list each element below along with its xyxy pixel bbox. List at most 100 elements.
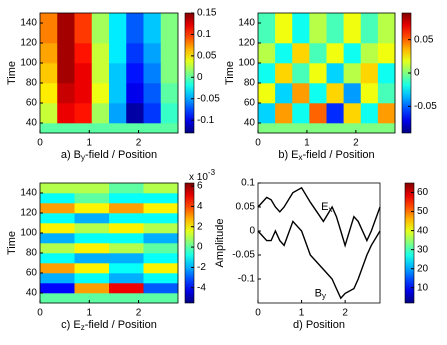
plot-frame <box>257 12 396 134</box>
heat-cell <box>40 293 75 304</box>
y-tick-label: 140 <box>20 18 37 29</box>
heat-cell <box>143 213 179 224</box>
colorbar-tick-label: 0.05 <box>197 50 217 61</box>
colorbar-tick-label: 0 <box>414 68 420 79</box>
heat-cell <box>74 223 110 234</box>
label-part: b) E <box>278 149 298 161</box>
y-tick-label: 0 <box>249 226 255 237</box>
label-part: c) E <box>61 319 81 331</box>
heat-cell <box>40 183 75 194</box>
heat-cell <box>360 63 379 84</box>
y-tick-label: 0.05 <box>236 202 256 213</box>
colorbar <box>404 182 415 304</box>
heat-cell <box>143 293 179 304</box>
y-tick-label: 140 <box>20 188 37 199</box>
colorbar-tick-label: 2 <box>197 221 203 232</box>
heat-cell <box>326 63 344 84</box>
heat-cell <box>74 263 110 274</box>
heat-cell <box>126 83 144 104</box>
y-axis-label: Time <box>224 61 236 85</box>
heat-cell <box>109 83 127 104</box>
heat-cell <box>109 43 127 64</box>
heat-cell <box>377 83 396 104</box>
label: b) Ex-field / Position <box>278 149 374 162</box>
colorbar-tick-label: 0.1 <box>197 29 211 40</box>
heat-cell <box>109 283 144 294</box>
heat-cell <box>74 253 110 264</box>
heat-cell <box>40 243 75 254</box>
heat-cell <box>40 233 75 244</box>
heat-cell <box>74 233 110 244</box>
heat-cell <box>40 283 75 294</box>
heat-cell <box>343 83 362 104</box>
heat-cell <box>109 233 144 244</box>
label: a) By-field / Position <box>61 149 157 162</box>
heat-cell <box>109 193 144 204</box>
heat-cell <box>126 13 144 44</box>
heat-cell <box>160 13 179 44</box>
heat-cell <box>40 193 75 204</box>
line-series <box>257 220 381 300</box>
heat-cell <box>74 103 93 124</box>
y-tick-label: 40 <box>244 118 256 129</box>
label-part: -3 <box>208 168 216 177</box>
heat-cell <box>74 203 110 214</box>
heat-cell <box>360 103 379 124</box>
x-tick-label: 0 <box>37 308 43 319</box>
heat-cell <box>126 63 144 84</box>
x-tick-label: 1 <box>87 308 93 319</box>
colorbar-tick-label: 0 <box>197 72 203 83</box>
heat-cell <box>57 103 75 124</box>
heat-cell <box>326 103 344 124</box>
heat-cell <box>160 123 179 134</box>
label-part: x 10 <box>189 172 208 183</box>
heat-cell <box>309 83 327 104</box>
heat-cell <box>377 13 396 44</box>
heat-cell <box>57 63 75 84</box>
label: d) Position <box>293 319 345 331</box>
heat-cell <box>360 13 379 44</box>
colorbar-tick-label: 10 <box>417 282 429 293</box>
heat-cell <box>309 13 327 44</box>
heat-cell <box>40 203 75 214</box>
heat-cell <box>109 273 144 284</box>
x-tick-label: 0 <box>255 308 261 319</box>
heat-cell <box>143 273 179 284</box>
heat-cell <box>74 63 93 84</box>
heat-cell <box>143 243 179 254</box>
heat-cell <box>74 243 110 254</box>
y-tick-label: 120 <box>20 38 37 49</box>
heat-cell <box>143 253 179 264</box>
heat-cell <box>91 63 110 84</box>
x-tick-label: 2 <box>136 138 142 149</box>
y-axis-label: Time <box>6 61 18 85</box>
heat-cell <box>109 253 144 264</box>
y-tick-label: 60 <box>26 268 38 279</box>
heat-cell <box>109 203 144 214</box>
heat-cell <box>109 243 144 254</box>
label: c) Ez-field / Position <box>61 319 157 332</box>
heat-cell <box>40 63 58 84</box>
colorbar-tick-label: -2 <box>197 262 206 273</box>
heat-cell <box>343 123 362 134</box>
x-tick-label: 2 <box>136 308 142 319</box>
heat-cell <box>143 103 162 124</box>
heat-cell <box>275 103 293 124</box>
heat-cell <box>74 213 110 224</box>
heat-cell <box>258 13 276 44</box>
heat-cell <box>343 63 362 84</box>
label: Ex <box>321 201 332 214</box>
heat-cell <box>91 43 110 64</box>
heat-cell <box>74 13 93 44</box>
heat-cell <box>109 293 144 304</box>
label-part: a) B <box>61 149 81 161</box>
heat-cell <box>143 283 179 294</box>
heat-cell <box>126 123 144 134</box>
y-tick-label: 40 <box>26 288 38 299</box>
heat-cell <box>40 273 75 284</box>
y-tick-label: 60 <box>26 98 38 109</box>
heat-cell <box>126 103 144 124</box>
heat-cell <box>126 43 144 64</box>
heat-cell <box>160 83 179 104</box>
heat-cell <box>343 103 362 124</box>
